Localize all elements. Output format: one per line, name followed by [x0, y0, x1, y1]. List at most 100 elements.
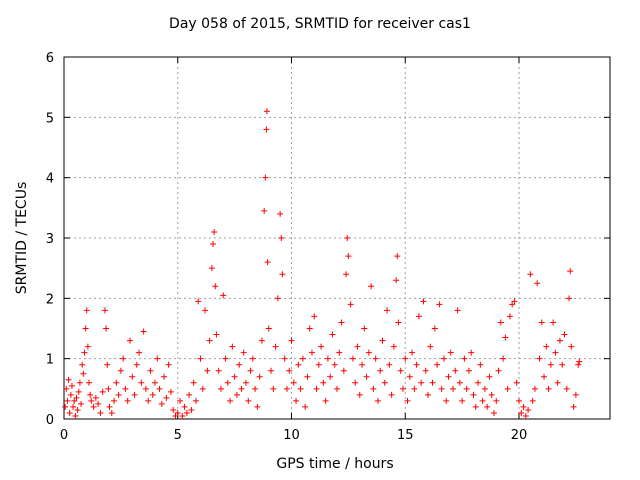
- data-point: [463, 385, 470, 392]
- data-point: [329, 331, 336, 338]
- x-axis-label: GPS time / hours: [276, 456, 394, 472]
- data-point: [438, 385, 445, 392]
- data-point: [393, 277, 400, 284]
- data-point: [186, 391, 193, 398]
- data-point: [547, 361, 554, 368]
- data-point: [308, 349, 315, 356]
- data-point: [297, 385, 304, 392]
- data-point: [484, 403, 491, 410]
- data-point: [331, 361, 338, 368]
- data-point: [154, 355, 161, 362]
- data-point: [152, 379, 158, 386]
- data-point: [356, 391, 363, 398]
- data-points: [62, 108, 583, 419]
- data-point: [381, 379, 388, 386]
- data-point: [576, 358, 583, 365]
- data-point: [481, 385, 488, 392]
- data-point: [97, 409, 104, 416]
- data-point: [513, 379, 520, 386]
- data-point: [447, 349, 454, 356]
- data-point: [68, 382, 75, 389]
- data-point: [450, 385, 457, 392]
- data-point: [304, 373, 311, 380]
- data-point: [70, 403, 77, 410]
- data-point: [208, 265, 215, 272]
- data-point: [270, 385, 277, 392]
- data-point: [422, 367, 429, 374]
- data-point: [65, 376, 72, 383]
- data-point: [288, 337, 295, 344]
- data-point: [238, 385, 245, 392]
- data-point: [147, 367, 154, 374]
- data-point: [217, 385, 224, 392]
- data-point: [420, 298, 427, 305]
- data-point: [172, 412, 179, 419]
- data-point: [133, 361, 140, 368]
- data-point: [477, 361, 484, 368]
- x-tick-label: 10: [283, 428, 300, 443]
- data-point: [465, 367, 472, 374]
- data-point: [415, 313, 422, 320]
- data-point: [395, 319, 402, 326]
- data-point: [566, 295, 573, 302]
- data-point: [249, 355, 256, 362]
- data-point: [543, 343, 550, 350]
- data-point: [254, 403, 261, 410]
- data-point: [71, 397, 78, 404]
- data-point: [409, 349, 416, 356]
- data-point: [263, 126, 270, 133]
- data-point: [490, 409, 497, 416]
- data-point: [66, 409, 73, 416]
- data-point: [354, 343, 361, 350]
- data-point: [559, 361, 566, 368]
- data-point: [108, 409, 115, 416]
- data-point: [318, 343, 325, 350]
- data-point: [183, 409, 190, 416]
- data-point: [536, 355, 543, 362]
- data-point: [390, 343, 397, 350]
- data-point: [82, 325, 89, 332]
- data-point: [222, 355, 229, 362]
- data-point: [315, 361, 322, 368]
- data-point: [561, 331, 568, 338]
- data-point: [313, 385, 320, 392]
- data-point: [552, 349, 559, 356]
- data-point: [541, 373, 548, 380]
- data-point: [443, 397, 450, 404]
- data-point: [199, 385, 206, 392]
- data-point: [73, 394, 80, 401]
- data-point: [105, 385, 112, 392]
- data-point: [531, 385, 538, 392]
- data-point: [81, 349, 88, 356]
- data-point: [529, 397, 536, 404]
- data-point: [404, 397, 411, 404]
- data-point: [158, 400, 165, 407]
- data-point: [277, 210, 284, 217]
- data-point: [345, 253, 352, 260]
- data-point: [495, 367, 502, 374]
- data-point: [295, 361, 302, 368]
- data-point: [265, 325, 272, 332]
- data-point: [142, 385, 149, 392]
- data-point: [445, 373, 452, 380]
- data-point: [210, 241, 217, 248]
- data-point: [336, 349, 343, 356]
- data-point: [497, 319, 504, 326]
- data-point: [212, 283, 219, 290]
- data-point: [227, 397, 234, 404]
- data-point: [252, 385, 259, 392]
- data-point: [129, 373, 136, 380]
- data-point: [431, 325, 438, 332]
- data-point: [233, 391, 240, 398]
- data-point: [84, 343, 91, 350]
- data-point: [379, 337, 386, 344]
- y-tick-label: 1: [46, 353, 54, 368]
- data-point: [190, 379, 197, 386]
- data-point: [177, 397, 184, 404]
- data-point: [374, 397, 381, 404]
- data-point: [550, 319, 557, 326]
- data-point: [181, 403, 188, 410]
- y-tick-label: 0: [46, 413, 54, 428]
- data-point: [368, 283, 375, 290]
- data-point: [509, 301, 516, 308]
